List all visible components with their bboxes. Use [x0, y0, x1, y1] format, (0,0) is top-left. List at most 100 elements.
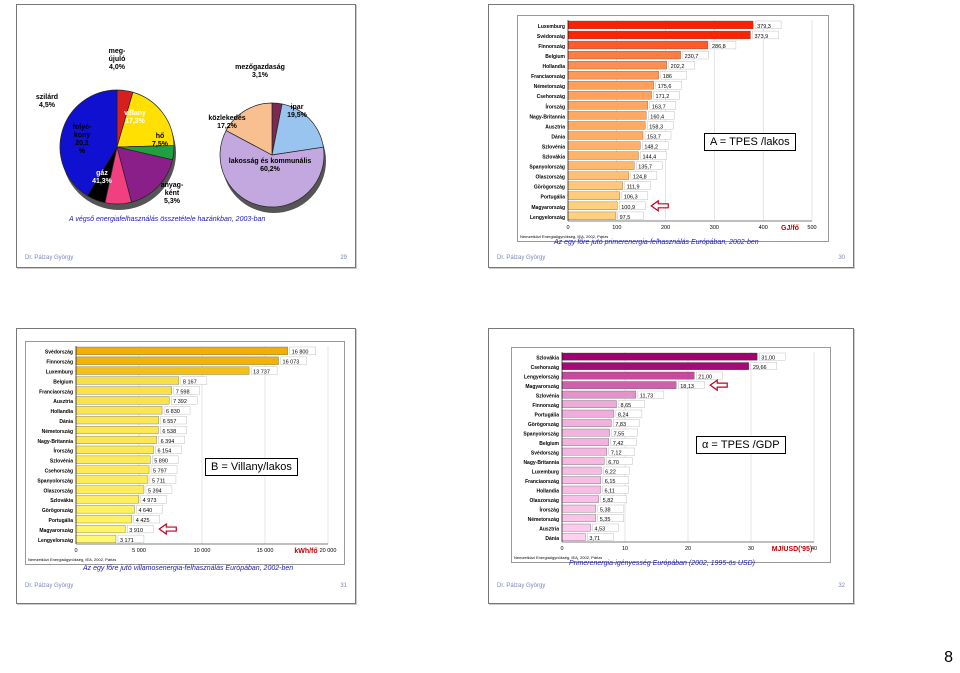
tick-label: 40: [811, 546, 817, 552]
tick-label: 20 000: [320, 548, 337, 554]
value-label-box: [752, 30, 779, 40]
slide-number: 30: [838, 255, 845, 261]
value-label: 286,8: [712, 44, 726, 50]
value-label-box: [754, 20, 782, 29]
bar: [567, 30, 751, 40]
value-label: 6,11: [604, 488, 614, 494]
tick-label: 10 000: [194, 548, 211, 554]
category-label: Portugália: [535, 412, 560, 418]
pie-chart-final-energy: szilárd 4,5% folyé-kony 20,1 % meg-újuló 4,0% v…: [36, 48, 184, 210]
value-label: 160,4: [650, 114, 664, 120]
value-label-box: [682, 51, 709, 60]
value-label-box: [617, 211, 644, 220]
pie-label: mezőgazdaság 3,1%: [235, 64, 285, 79]
value-label-box: [613, 419, 640, 427]
bar: [75, 495, 139, 504]
source-note: Nemzetközi Energiaügynökség, IEA, 2002, …: [514, 555, 602, 560]
category-label: Belgium: [53, 379, 73, 385]
category-label: Görögország: [528, 422, 559, 428]
bar: [561, 409, 615, 418]
value-label: 100,9: [621, 205, 635, 211]
value-label: 16 073: [283, 360, 300, 366]
value-label: 97,5: [620, 215, 631, 221]
value-label-box: [600, 495, 627, 503]
value-label-box: [696, 371, 723, 380]
slide-number: 31: [340, 583, 347, 589]
value-label: 21,00: [698, 374, 712, 380]
value-label: 186: [663, 74, 672, 80]
bar: [567, 141, 641, 150]
value-label-box: [668, 61, 695, 70]
bar: [567, 40, 709, 50]
category-label: Szlovákia: [542, 155, 565, 161]
value-label-box: [597, 504, 625, 513]
bar: [75, 515, 132, 524]
category-label: Dánia: [551, 134, 565, 140]
pie-label: anyag-ként 5,3%: [161, 182, 184, 205]
value-label-box: [630, 171, 658, 180]
pie-label: hő 7,5%: [152, 133, 169, 148]
value-label: 124,8: [633, 175, 647, 181]
value-label: 7,55: [614, 431, 625, 437]
category-label: Spanyolország: [529, 165, 565, 171]
unit-label: MJ/USD('95): [772, 546, 813, 553]
tick-label: 200: [661, 225, 670, 231]
category-label: Finnország: [538, 44, 565, 50]
category-label: Csehország: [531, 365, 559, 371]
bar: [75, 346, 288, 355]
value-label: 5,35: [600, 517, 611, 523]
highlight-arrow-icon: [650, 199, 669, 212]
slide-29: szilárd 4,5% folyé-kony 20,1% meg-újuló 4,0% v…: [16, 4, 356, 268]
tick-label: 0: [560, 546, 563, 552]
category-label: Lengyelország: [530, 215, 565, 221]
category-label: Hollandia: [536, 488, 559, 494]
value-label: 4 425: [136, 518, 150, 524]
category-label: Görögország: [42, 508, 73, 514]
value-label-box: [289, 346, 316, 355]
bar: [561, 362, 750, 370]
bar: [561, 447, 608, 456]
bar: [567, 101, 649, 110]
bar: [567, 91, 652, 100]
bar: [75, 505, 135, 514]
formula-label: B = Villany/lakos: [205, 458, 298, 476]
pie-label: lakosság és kommunális 60,2%: [229, 158, 312, 173]
pie-label: szilárd 4,5%: [36, 94, 58, 109]
slide-30: Luxemburg 379,3 Svédország 373,9 Finnország 2…: [488, 4, 854, 268]
category-label: Nagy-Britannia: [529, 114, 565, 120]
bar-chart-frame: Luxemburg 379,3 Svédország 373,9 Finnország 2…: [517, 15, 829, 242]
category-label: Németország: [528, 517, 559, 523]
bar: [75, 376, 180, 385]
slide-caption: Az egy főre jutó villamosenergia-felhasz…: [83, 565, 294, 572]
value-label-box: [678, 381, 705, 389]
category-label: Finnország: [532, 403, 559, 409]
footer-author: Dr. Pálzay György: [497, 583, 546, 589]
bar: [75, 525, 126, 534]
category-label: Magyarország: [39, 528, 73, 534]
value-label: 13 737: [253, 370, 270, 376]
highlight-arrow-icon: [158, 522, 177, 536]
category-label: Dánia: [545, 536, 559, 542]
bar: [561, 400, 617, 408]
tick-label: 15 000: [257, 548, 274, 554]
value-label: 171,2: [656, 94, 670, 100]
highlight-arrow-icon: [709, 378, 728, 392]
category-label: Luxemburg: [538, 24, 565, 30]
category-label: Spanyolország: [37, 478, 73, 484]
value-label-box: [145, 485, 173, 494]
value-label: 7,12: [611, 450, 622, 456]
bar: [75, 455, 151, 464]
unit-label: kWh/fő: [294, 548, 317, 555]
value-label: 106,3: [624, 195, 638, 201]
value-label: 202,2: [671, 64, 685, 70]
value-label: 6 154: [158, 449, 172, 455]
pie-slice: [219, 130, 325, 208]
bar-chart-frame: Szlovákia 31,00 Csehország 29,66 Lengyelorsz…: [511, 347, 831, 563]
pie-chart-sectors: mezőgazdaság 3,1% ipar 19,5% lakosság és kom…: [208, 64, 326, 213]
value-label: 3 910: [129, 528, 143, 534]
bar: [567, 61, 667, 70]
pie-label: villany 17,3%: [124, 110, 146, 125]
value-label-box: [709, 40, 737, 50]
value-label: 5 890: [154, 459, 168, 465]
value-label: 144,4: [642, 155, 656, 161]
